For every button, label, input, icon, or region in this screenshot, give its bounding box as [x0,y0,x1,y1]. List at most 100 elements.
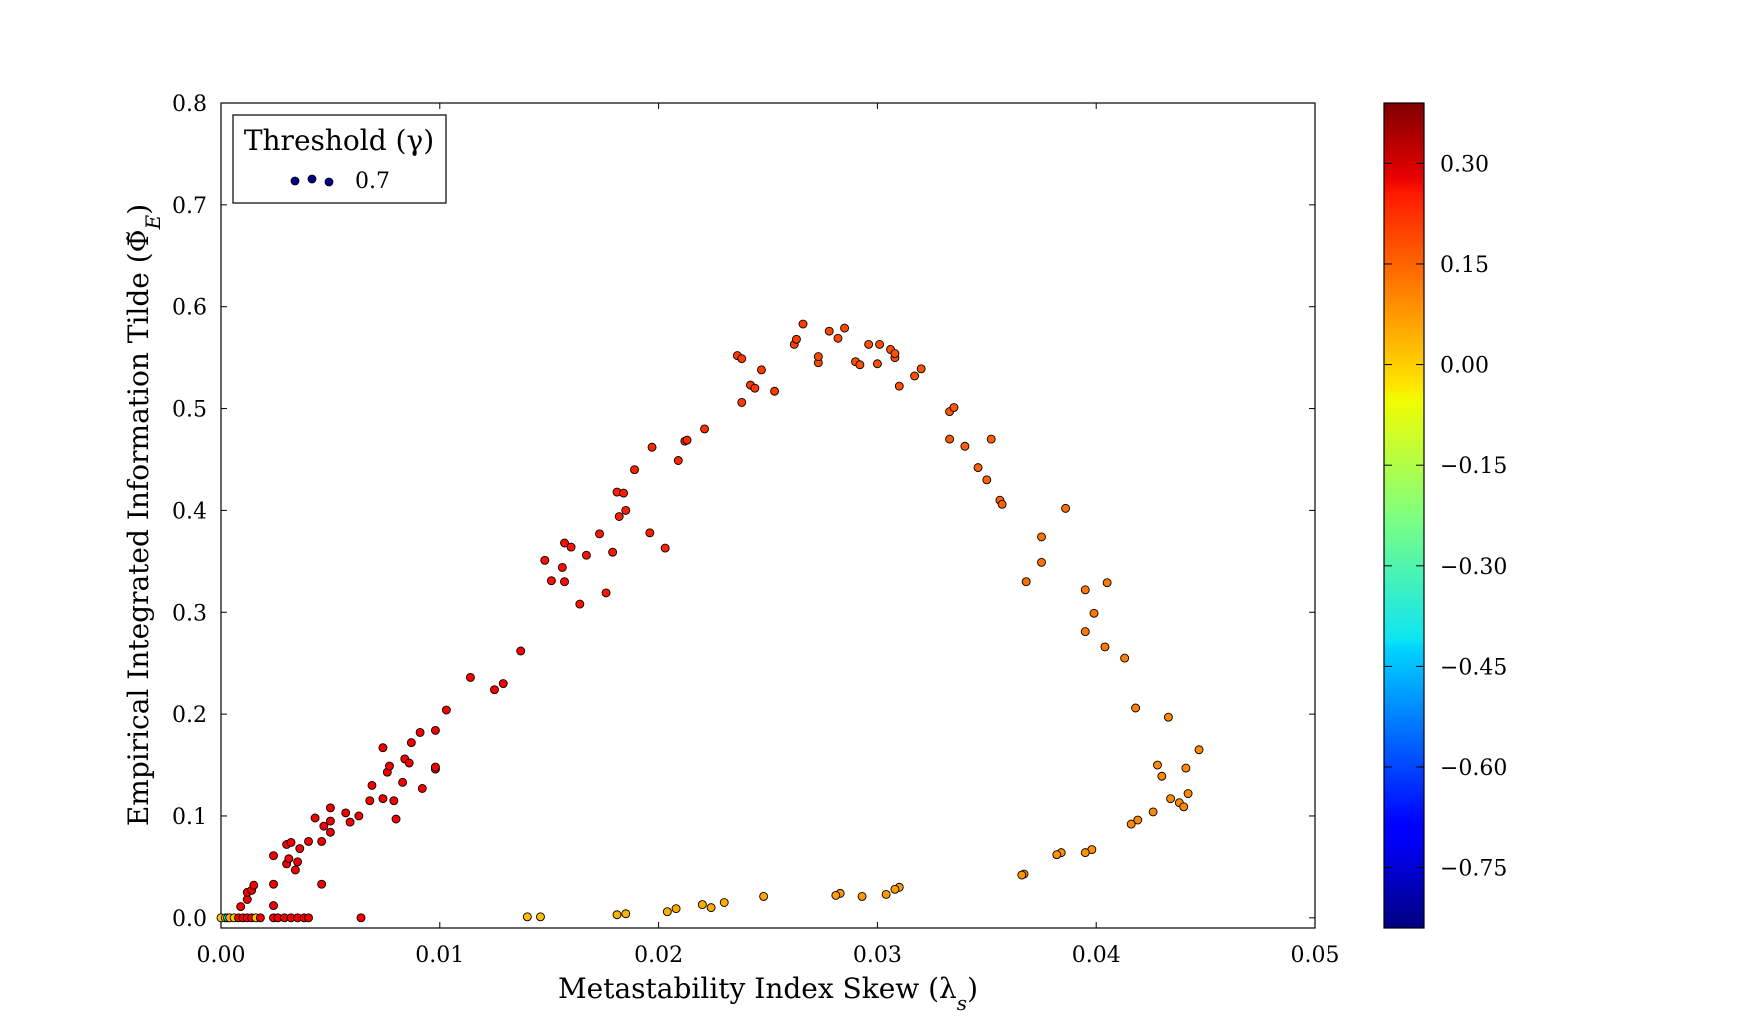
scatter-point [813,352,823,362]
scatter-point [864,339,874,349]
y-tick-label: 0.4 [172,499,207,524]
scatter-point [1131,703,1141,713]
scatter-point [404,758,414,768]
scatter-point [293,857,303,867]
scatter-point [737,354,747,364]
scatter-point [1133,815,1143,825]
scatter-point [546,576,556,586]
scatter-point [982,475,992,485]
scatter-point [284,854,294,864]
scatter-points [216,319,1204,923]
scatter-point [875,339,885,349]
scatter-point [367,780,377,790]
scatter-point [916,364,926,374]
scatter-point [304,913,313,923]
scatter-point [465,672,475,682]
scatter-point [1052,850,1062,860]
scatter-point [325,816,335,826]
scatter-point [997,499,1007,509]
scatter-point [535,912,545,922]
legend-marker [324,177,334,187]
scatter-point [719,898,729,907]
colorbar-ticks: 0.30 0.15 0.00 −0.15 −0.30 −0.45 −0.60 −0.75 [1384,152,1507,882]
scatter-point [881,889,891,899]
legend-title: Threshold (γ) [244,124,434,157]
x-tick-label: 0.05 [1291,943,1340,968]
scatter-point [890,884,900,894]
scatter-point [415,727,425,737]
legend-marker [307,174,317,184]
scatter-point [973,463,983,473]
scatter-point [1089,608,1099,618]
scatter-point [621,505,631,515]
scatter-point [398,777,408,787]
scatter-point [378,743,388,753]
scatter-point [1181,763,1191,773]
y-axis-label: Empirical Integrated Information Tilde (… [122,204,165,826]
scatter-point [317,836,327,846]
scatter-point [430,725,440,735]
scatter-point [490,685,499,695]
scatter-point [290,865,300,875]
legend-entry-label: 0.7 [355,169,390,194]
scatter-point [1037,557,1046,567]
scatter-point [791,334,801,344]
x-tick-label: 0.04 [1072,943,1121,968]
scatter-point [872,359,882,369]
scatter-point [1166,794,1176,804]
scatter-point [341,808,351,818]
scatter-point [910,371,920,381]
colorbar-tick-label: −0.60 [1440,756,1507,781]
scatter-point [430,762,440,772]
colorbar-tick-label: 0.15 [1440,253,1489,278]
scatter-point [249,880,259,890]
scatter-point [295,844,305,854]
scatter-point [614,512,624,521]
scatter-point [1100,642,1110,652]
scatter-point [1017,870,1027,880]
scatter-point [831,890,841,900]
colorbar: 0.30 0.15 0.00 −0.15 −0.30 −0.45 −0.60 −0.75 [1383,102,1507,929]
scatter-point [697,900,707,910]
scatter-point [560,577,569,587]
scatter-point [406,738,416,748]
scatter-point [1153,760,1162,770]
scatter-point [389,796,399,806]
y-tick-label: 0.6 [172,296,207,321]
scatter-point [824,326,834,336]
x-axis-label: Metastability Index Skew (λs) [558,972,978,1015]
scatter-point [770,386,780,396]
scatter-point [255,913,265,923]
scatter-point [855,360,865,370]
scatter-point [1037,532,1046,542]
y-tick-label: 0.1 [172,805,207,830]
scatter-point [621,909,631,919]
scatter-point [286,837,296,847]
scatter-point [581,550,591,560]
scatter-point [759,891,769,901]
scatter-point [354,811,364,821]
scatter-point [304,836,313,846]
scatter-point [317,879,327,889]
scatter-point [662,907,672,917]
scatter-point [1126,819,1136,829]
scatter-point [540,555,550,565]
scatter-point [310,813,320,823]
scatter-point [673,456,683,465]
scatter-point [236,902,246,912]
scatter-point [857,891,867,901]
scatter-point [945,434,955,444]
scatter-point [660,543,670,553]
scatter-point [378,794,388,804]
scatter-point [671,904,681,914]
scatter-point [756,365,766,375]
scatter-point [890,349,900,359]
scatter-point [1179,802,1189,812]
scatter-point [385,761,394,771]
y-tick-label: 0.3 [172,601,207,626]
scatter-point [441,705,451,715]
scatter-point [840,323,850,333]
scatter-point [949,403,959,412]
legend: Threshold (γ) 0.7 [232,114,447,204]
